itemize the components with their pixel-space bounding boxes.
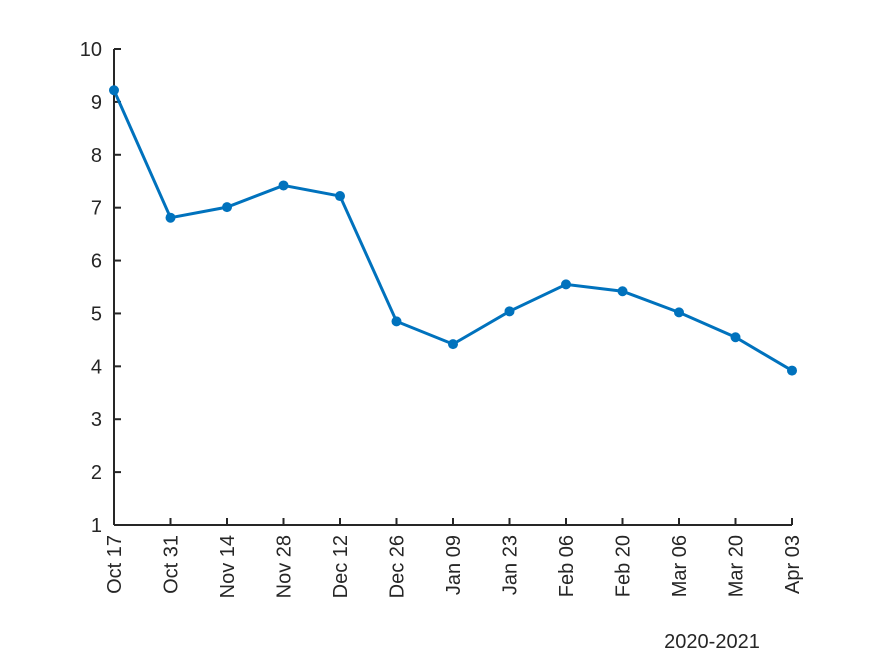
data-point — [335, 191, 345, 202]
y-tick-label: 10 — [80, 39, 102, 61]
y-axis-ticks: 1 2 3 4 5 6 7 8 9 10 — [80, 39, 121, 537]
y-tick-label: 5 — [91, 303, 102, 325]
x-tick-label: Nov 28 — [274, 535, 296, 598]
y-tick-label: 3 — [91, 409, 102, 431]
data-point — [448, 339, 458, 350]
x-tick-label: Dec 12 — [330, 535, 352, 598]
data-point — [787, 365, 797, 376]
x-axis-ticks: Oct 17 Oct 31 Nov 14 Nov 28 Dec 12 Dec 26 Jan … — [104, 518, 804, 598]
x-tick-label: Jan 23 — [500, 535, 522, 595]
x-tick-label: Mar 06 — [669, 535, 691, 597]
y-tick-label: 2 — [91, 462, 102, 484]
x-tick-label: Feb 20 — [613, 535, 635, 597]
data-point — [278, 180, 289, 191]
series-line — [112, 89, 793, 372]
data-point — [165, 212, 176, 223]
data-point — [504, 306, 515, 317]
x-secondary-label: 2020-2021 — [664, 631, 760, 653]
y-tick-label: 1 — [91, 515, 102, 537]
data-point — [674, 307, 684, 318]
data-point — [730, 332, 741, 343]
x-tick-label: Nov 14 — [217, 535, 239, 598]
x-tick-label: Feb 06 — [556, 535, 578, 597]
y-tick-label: 4 — [91, 356, 102, 378]
x-tick-label: Dec 26 — [387, 535, 409, 598]
x-tick-label: Mar 20 — [726, 535, 748, 597]
x-tick-label: Apr 03 — [782, 535, 804, 594]
data-point — [109, 85, 119, 96]
data-point — [617, 286, 628, 297]
series-points — [109, 85, 797, 376]
y-tick-label: 7 — [91, 198, 102, 220]
y-tick-label: 9 — [91, 92, 102, 114]
y-tick-label: 6 — [91, 251, 102, 273]
data-point — [222, 202, 232, 213]
data-point — [561, 279, 571, 290]
data-point — [391, 316, 402, 327]
x-tick-label: Oct 31 — [161, 535, 183, 594]
x-tick-label: Jan 09 — [443, 535, 465, 595]
x-tick-label: Oct 17 — [104, 535, 126, 594]
y-tick-label: 8 — [91, 145, 102, 167]
